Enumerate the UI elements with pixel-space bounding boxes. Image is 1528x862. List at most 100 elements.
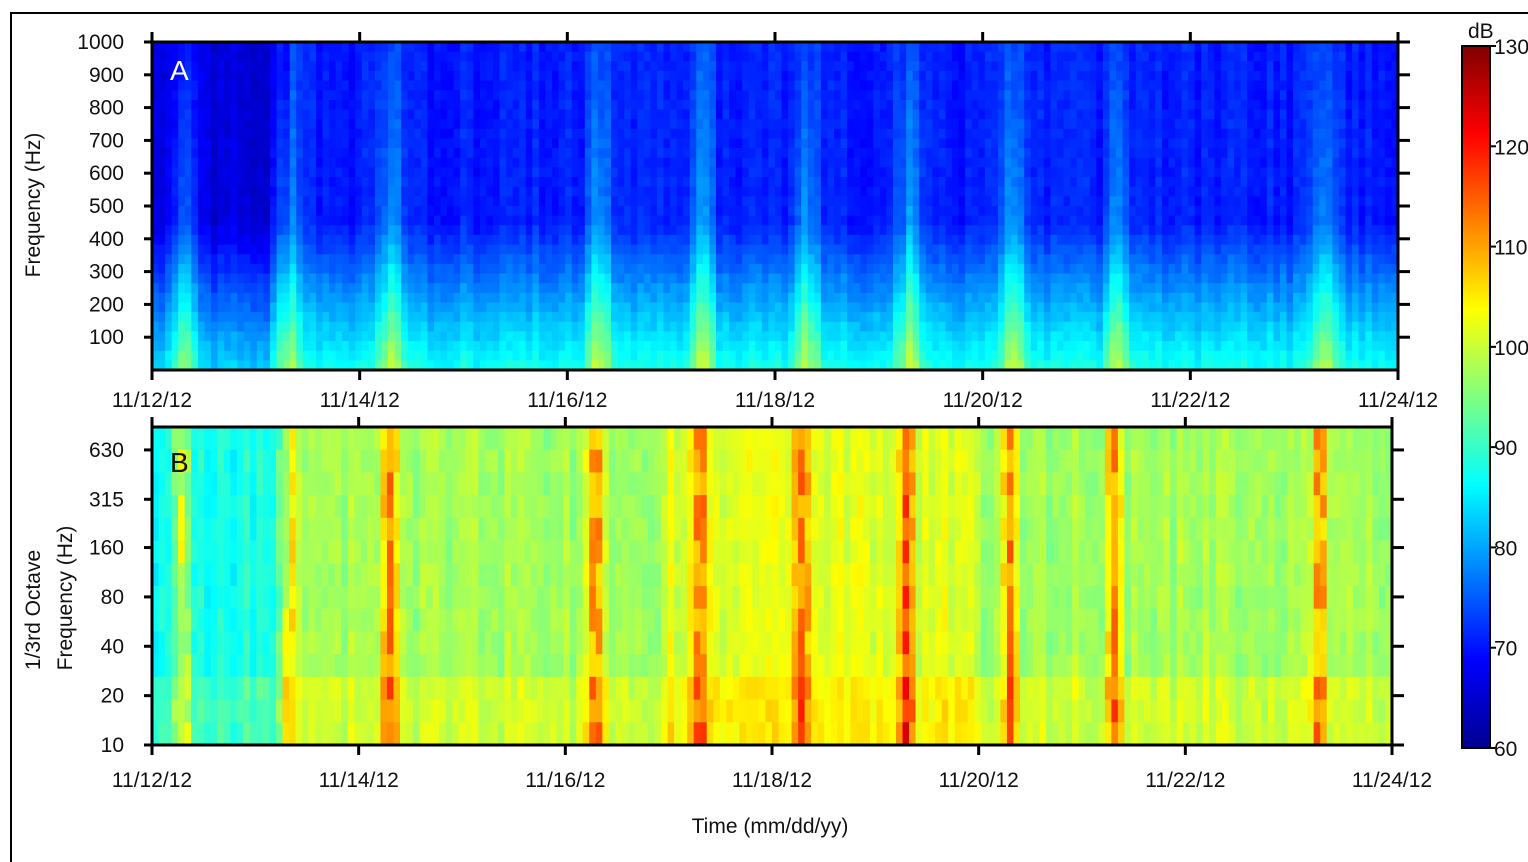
panel-a-cell	[775, 138, 783, 149]
panel-a-cell	[801, 186, 809, 197]
panel-a-cell	[237, 51, 245, 62]
panel-a-cell	[1024, 138, 1032, 149]
panel-a-cell	[965, 273, 973, 284]
panel-a-cell	[289, 312, 297, 323]
panel-a-cell	[676, 283, 684, 294]
panel-a-cell	[270, 128, 278, 140]
panel-a-cell	[945, 215, 953, 226]
panel-a-cell	[407, 177, 415, 188]
panel-a-cell	[768, 90, 776, 101]
panel-a-cell	[788, 312, 796, 323]
panel-a-cell	[656, 215, 665, 226]
panel-a-cell	[447, 206, 455, 217]
panel-a-cell	[578, 177, 586, 188]
panel-a-cell	[1037, 148, 1045, 159]
panel-a-cell	[309, 186, 317, 197]
panel-a-cell	[1089, 80, 1097, 91]
panel-a-cell	[748, 254, 756, 265]
panel-a-cell	[788, 350, 796, 361]
panel-a-cell	[1063, 244, 1071, 255]
panel-a-cell	[256, 196, 265, 207]
panel-a-cell	[270, 225, 278, 236]
panel-a-cell	[761, 167, 770, 178]
panel-a-cell	[834, 167, 842, 178]
panel-a-cell	[466, 148, 474, 159]
panel-a-cell	[702, 109, 711, 120]
panel-a-cell	[329, 80, 337, 91]
panel-a-cell	[204, 254, 212, 265]
panel-a-cell	[1037, 70, 1045, 82]
panel-a-cell	[683, 273, 691, 284]
panel-a-cell	[1063, 148, 1071, 159]
panel-a-cell	[171, 254, 179, 265]
panel-a-cell	[512, 80, 520, 91]
panel-a-cell	[447, 186, 455, 197]
panel-a-cell	[1050, 90, 1058, 101]
panel-a-cell	[893, 215, 901, 226]
panel-a-cell	[1056, 109, 1065, 120]
panel-a-cell	[1050, 292, 1058, 304]
panel-a-cell	[289, 80, 297, 91]
panel-a-cell	[729, 341, 737, 352]
panel-a-cell	[407, 186, 415, 197]
panel-a-cell	[211, 331, 219, 342]
panel-a-cell	[906, 360, 914, 370]
panel-a-cell	[827, 302, 835, 313]
panel-a-cell	[152, 350, 160, 361]
panel-a-cell	[893, 99, 901, 111]
panel-a-cell	[191, 283, 199, 294]
panel-a-cell	[945, 312, 953, 323]
panel-a-cell	[742, 99, 750, 111]
panel-a-cell	[1070, 99, 1078, 111]
panel-a-cell	[637, 263, 645, 275]
panel-a-cell	[827, 225, 835, 236]
panel-a-cell	[1011, 99, 1019, 111]
panel-a-cell	[801, 119, 809, 130]
panel-a-cell	[748, 138, 756, 149]
panel-a-cell	[1076, 128, 1084, 140]
panel-a-cell	[794, 80, 802, 91]
panel-a-cell	[401, 321, 409, 333]
panel-a-cell	[565, 244, 573, 255]
panel-a-cell	[899, 273, 907, 284]
panel-a-cell	[670, 215, 678, 226]
panel-a-cell	[512, 263, 520, 275]
panel-a-cell	[965, 254, 973, 265]
panel-a-cell	[748, 234, 756, 246]
panel-a-cell	[670, 186, 678, 197]
panel-a-cell	[893, 206, 901, 217]
panel-a-cell	[584, 51, 592, 62]
panel-a-cell	[906, 186, 914, 197]
panel-a-cell	[322, 292, 330, 304]
panel-a-cell	[1043, 225, 1052, 236]
panel-a-cell	[1004, 119, 1012, 130]
panel-a-cell	[788, 167, 796, 178]
panel-a-cell	[322, 99, 330, 111]
panel-a-cell	[217, 196, 225, 207]
panel-a-cell	[493, 167, 501, 178]
panel-a-cell	[1056, 148, 1065, 159]
panel-a-cell	[1109, 99, 1117, 111]
panel-a-cell	[565, 157, 573, 169]
panel-a-cell	[840, 128, 848, 140]
panel-a-cell	[276, 109, 284, 120]
panel-a-cell	[493, 119, 501, 130]
panel-a-cell	[820, 157, 829, 169]
panel-a-cell	[630, 263, 638, 275]
panel-a-cell	[814, 128, 822, 140]
panel-a-cell	[152, 225, 160, 236]
panel-a-cell	[322, 234, 330, 246]
panel-a-cell	[1024, 167, 1032, 178]
panel-a-cell	[361, 109, 370, 120]
panel-a-cell	[250, 283, 258, 294]
panel-a-cell	[879, 109, 888, 120]
panel-a-cell	[794, 331, 802, 342]
panel-a-cell	[532, 273, 540, 284]
panel-a-cell	[866, 177, 874, 188]
panel-a-cell	[945, 186, 953, 197]
panel-a-cell	[493, 234, 501, 246]
panel-a-cell	[466, 177, 474, 188]
panel-a-cell	[879, 331, 888, 342]
panel-a-cell	[276, 61, 284, 72]
panel-a-cell	[565, 350, 573, 361]
